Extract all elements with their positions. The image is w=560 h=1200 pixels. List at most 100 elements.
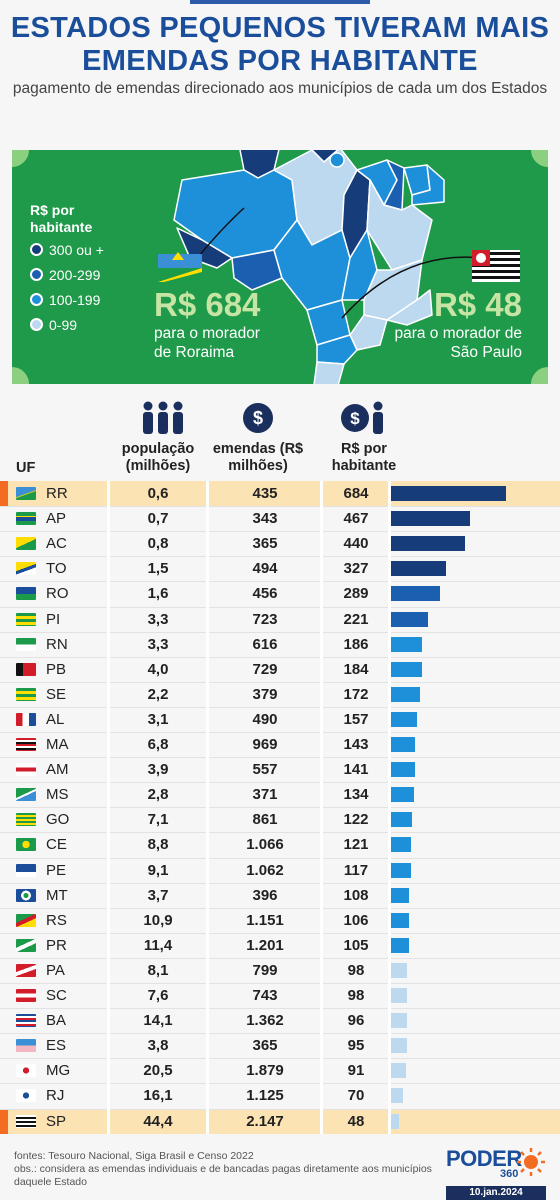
- row-divider: [0, 732, 560, 733]
- column-divider: [206, 481, 209, 1134]
- per-capita-value: 440: [343, 535, 369, 553]
- publication-date: 10.jan.2024: [446, 1186, 546, 1200]
- state-code: MS: [46, 786, 69, 804]
- table-row-pr: PR 11,4 1.201 105: [0, 933, 560, 958]
- per-capita-value: 96: [347, 1012, 365, 1030]
- per-capita-value: 121: [343, 836, 369, 854]
- footer-sources: fontes: Tesouro Nacional, Siga Brasil e …: [14, 1150, 254, 1162]
- state-flag-icon: [16, 1114, 36, 1128]
- state-code: CE: [46, 836, 67, 854]
- amendments-value: 379: [252, 685, 278, 703]
- sao-paulo-value: R$ 48: [433, 286, 522, 323]
- legend-label: 300 ou +: [49, 241, 104, 258]
- row-divider: [0, 1033, 560, 1035]
- state-flag-icon: [16, 963, 36, 977]
- state-code: PA: [46, 961, 65, 979]
- legend-item: 100-199: [30, 288, 110, 311]
- location-marker-icon: [329, 152, 345, 168]
- per-capita-value: 184: [343, 660, 369, 678]
- state-code: RS: [46, 911, 67, 929]
- state-code: GO: [46, 811, 70, 829]
- state-flag-icon: [16, 913, 36, 927]
- state-code: RR: [46, 485, 68, 502]
- per-capita-value: 327: [343, 560, 369, 578]
- amendments-value: 1.062: [246, 861, 284, 879]
- state-code: RO: [46, 585, 69, 603]
- table-row-rn: RN 3,3 616 186: [0, 632, 560, 657]
- chart-subtitle: pagamento de emendas direcionado aos mun…: [12, 80, 548, 97]
- per-capita-value: 143: [343, 736, 369, 753]
- sao-paulo-description: para o morador de São Paulo: [394, 325, 522, 361]
- row-divider: [0, 581, 560, 583]
- table-row-al: AL 3,1 490 157: [0, 707, 560, 732]
- table-row-ma: MA 6,8 969 143: [0, 732, 560, 757]
- bar-se: [391, 686, 420, 702]
- table-row-pb: PB 4,0 729 184: [0, 657, 560, 682]
- table-row-am: AM 3,9 557 141: [0, 757, 560, 782]
- population-value: 8,8: [147, 836, 169, 854]
- per-capita-value: 221: [343, 610, 369, 628]
- row-divider: [0, 1083, 560, 1085]
- bar-ce: [391, 837, 412, 853]
- per-capita-value: 105: [343, 936, 369, 954]
- bar-ac: [391, 536, 465, 552]
- bar-pa: [391, 962, 408, 978]
- per-capita-value: 108: [343, 886, 369, 904]
- row-divider: [0, 1008, 560, 1010]
- state-flag-icon: [16, 888, 36, 902]
- state-code: RJ: [46, 1087, 65, 1105]
- population-value: 3,3: [147, 610, 169, 628]
- legend-item: 300 ou +: [30, 238, 110, 261]
- map-state-ro: [231, 249, 283, 291]
- amendments-value: 723: [252, 610, 278, 628]
- population-value: 16,1: [143, 1087, 173, 1105]
- svg-text:$: $: [350, 409, 360, 428]
- per-capita-value: 98: [347, 961, 365, 979]
- population-value: 2,8: [147, 786, 169, 804]
- bar-ms: [391, 787, 414, 803]
- row-divider: [0, 857, 560, 859]
- per-capita-value: 70: [347, 1087, 365, 1105]
- row-divider: [0, 531, 560, 533]
- amendments-value: 371: [252, 786, 278, 804]
- amendments-value: 969: [252, 736, 278, 753]
- amendments-value: 729: [252, 660, 278, 678]
- amendments-value: 743: [252, 987, 278, 1004]
- bar-to: [391, 561, 446, 577]
- table-row-ba: BA 14,1 1.362 96: [0, 1008, 560, 1033]
- population-value: 0,6: [147, 485, 169, 502]
- row-divider: [0, 656, 560, 658]
- highlight-marker: [0, 1108, 8, 1134]
- table-row-to: TO 1,5 494 327: [0, 556, 560, 581]
- table-row-ro: RO 1,6 456 289: [0, 581, 560, 606]
- bar-al: [391, 711, 418, 727]
- bar-pi: [391, 611, 429, 627]
- bar-ro: [391, 586, 440, 602]
- row-divider: [0, 631, 560, 633]
- bar-go: [391, 812, 412, 828]
- roraima-flag-icon: [158, 252, 202, 282]
- population-value: 10,9: [143, 911, 173, 929]
- population-value: 0,8: [147, 535, 169, 553]
- state-code: SP: [46, 1112, 67, 1130]
- per-capita-value: 98: [347, 987, 365, 1004]
- amendments-value: 490: [252, 710, 278, 728]
- legend-dot-icon: [30, 318, 43, 331]
- table-row-ap: AP 0,7 343 467: [0, 506, 560, 531]
- column-divider: [320, 481, 323, 1134]
- per-capita-value: 467: [343, 510, 369, 528]
- row-divider: [0, 983, 560, 984]
- legend-label: 200-299: [49, 266, 101, 283]
- amendments-value: 1.125: [246, 1087, 284, 1105]
- per-capita-value: 95: [347, 1037, 365, 1055]
- amendments-value: 365: [252, 1037, 278, 1055]
- state-flag-icon: [16, 487, 36, 500]
- state-flag-icon: [16, 1039, 36, 1053]
- sao-paulo-flag-icon: [472, 250, 520, 282]
- population-value: 14,1: [143, 1012, 173, 1030]
- population-value: 4,0: [147, 660, 169, 678]
- table-row-sp: SP 44,4 2.147 48: [0, 1108, 560, 1134]
- footer-notes: fontes: Tesouro Nacional, Siga Brasil e …: [14, 1150, 434, 1189]
- state-flag-icon: [16, 738, 36, 751]
- table-row-sc: SC 7,6 743 98: [0, 983, 560, 1008]
